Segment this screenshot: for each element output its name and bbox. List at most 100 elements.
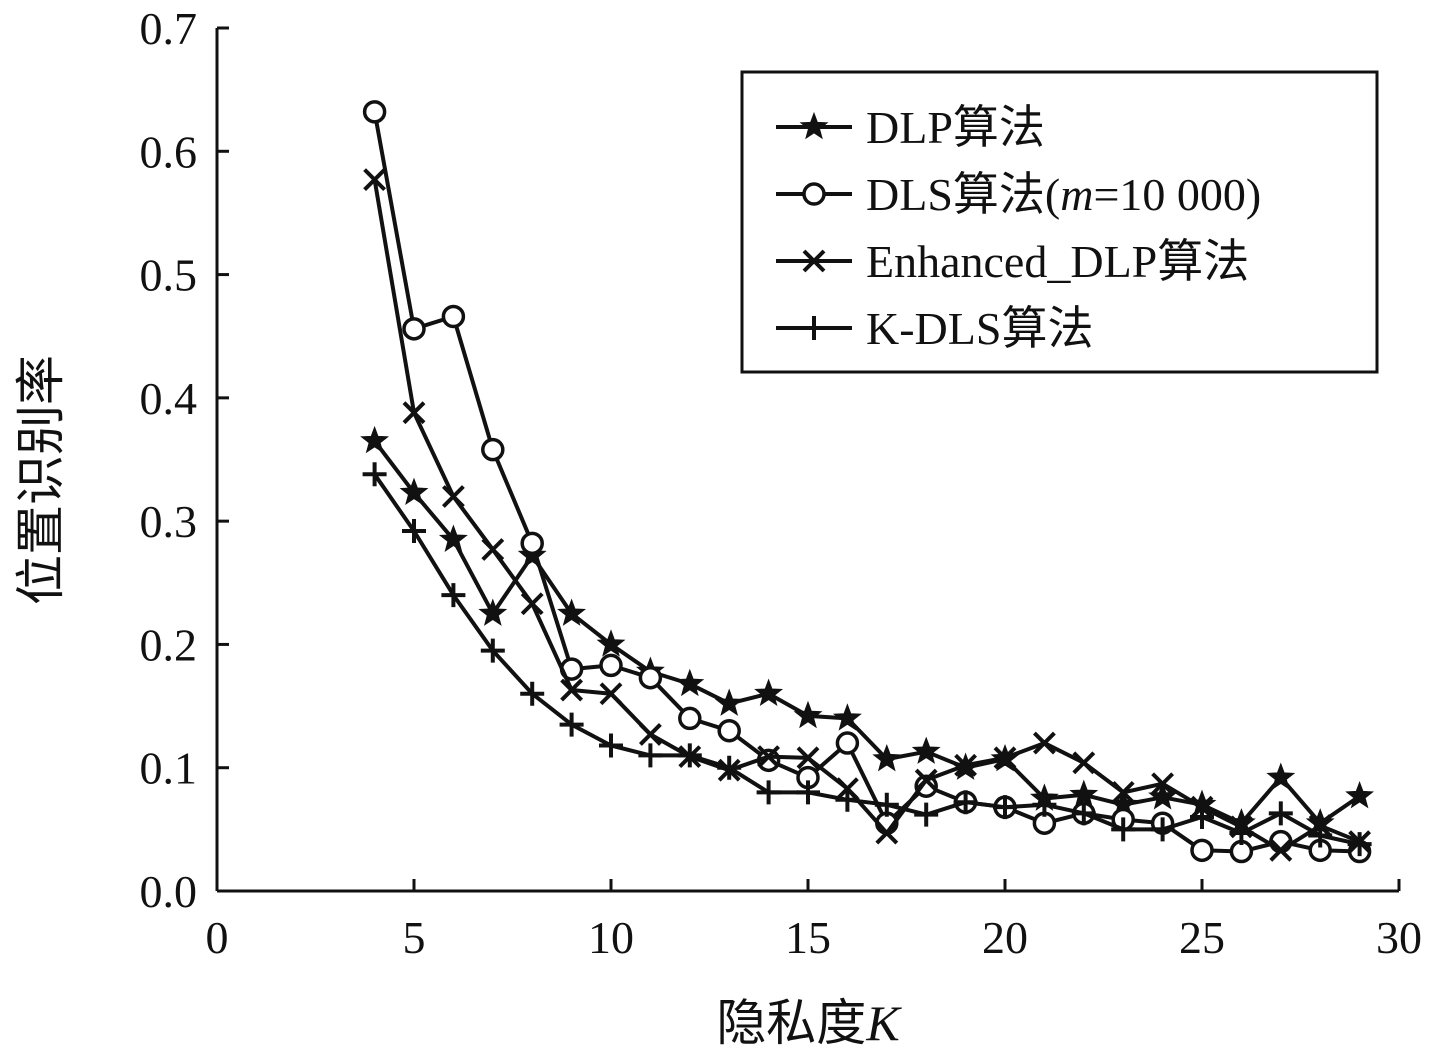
data-point-star bbox=[793, 700, 823, 729]
data-point-plus bbox=[1071, 801, 1096, 826]
data-point-star bbox=[872, 743, 902, 772]
data-point-star bbox=[911, 736, 941, 764]
data-point-circle bbox=[638, 665, 663, 690]
x-tick-label: 15 bbox=[785, 912, 831, 963]
data-point-circle bbox=[835, 731, 860, 755]
series-layer bbox=[360, 100, 1375, 864]
x-tick-label: 20 bbox=[982, 912, 1028, 963]
data-point-circle bbox=[1190, 838, 1214, 863]
data-point-plus bbox=[1111, 817, 1136, 842]
legend-box bbox=[740, 70, 1379, 374]
data-point-x bbox=[1111, 780, 1135, 804]
x-tick-label: 30 bbox=[1376, 912, 1422, 963]
data-point-x bbox=[1032, 731, 1056, 755]
data-point-plus bbox=[402, 519, 426, 544]
data-point-plus bbox=[441, 583, 466, 608]
data-point-star bbox=[714, 688, 744, 716]
data-point-star bbox=[438, 524, 468, 552]
data-point-x bbox=[1269, 838, 1293, 862]
y-tick-label: 0.3 bbox=[140, 496, 198, 547]
legend-marker-plus bbox=[802, 316, 826, 340]
series-line bbox=[373, 439, 1361, 826]
data-point-x bbox=[954, 753, 978, 777]
data-point-x bbox=[638, 723, 662, 746]
x-tick-label: 10 bbox=[588, 912, 634, 963]
y-tick-label: 0.4 bbox=[140, 373, 198, 424]
data-point-plus bbox=[993, 795, 1017, 820]
series-0 bbox=[360, 425, 1375, 836]
data-point-circle bbox=[717, 718, 741, 743]
data-point-plus bbox=[599, 733, 623, 758]
data-point-star bbox=[596, 629, 626, 657]
data-point-plus bbox=[677, 743, 702, 768]
data-point-plus bbox=[796, 780, 820, 805]
legend-marker-x bbox=[802, 249, 826, 273]
data-point-plus bbox=[1229, 821, 1254, 846]
series-line bbox=[372, 473, 1361, 847]
data-point-circle bbox=[914, 774, 938, 798]
data-point-plus bbox=[1308, 823, 1333, 848]
data-point-plus bbox=[953, 790, 978, 815]
data-point-plus bbox=[874, 792, 899, 817]
data-point-x bbox=[875, 821, 899, 845]
data-point-x bbox=[599, 682, 623, 706]
legend: DLP算法 DLS算法(m=10 000) Enhanced_DLP算法 K-D… bbox=[740, 70, 1379, 374]
data-point-plus bbox=[638, 743, 663, 768]
data-point-x bbox=[914, 768, 938, 792]
y-tick-label: 0.2 bbox=[140, 619, 198, 670]
data-point-plus bbox=[717, 755, 742, 780]
y-axis-title: 位置识别率 bbox=[13, 355, 69, 605]
data-point-x bbox=[993, 746, 1017, 770]
data-point-plus bbox=[520, 681, 545, 706]
data-point-circle bbox=[402, 317, 426, 341]
legend-label-k-dls: K-DLS算法 bbox=[866, 303, 1093, 354]
y-tick-label: 0.6 bbox=[140, 126, 198, 177]
data-point-star bbox=[1345, 780, 1375, 809]
legend-label-enhanced-dlp: Enhanced_DLP算法 bbox=[866, 236, 1249, 287]
y-tick-label: 0.7 bbox=[140, 3, 198, 54]
data-point-star bbox=[832, 703, 862, 731]
data-point-circle bbox=[441, 304, 466, 329]
data-point-x bbox=[796, 746, 820, 770]
data-point-x bbox=[757, 745, 781, 769]
data-point-plus bbox=[480, 638, 505, 663]
data-point-circle bbox=[599, 653, 623, 678]
x-tick-label: 25 bbox=[1179, 912, 1225, 963]
data-point-plus bbox=[756, 780, 781, 805]
legend-label-dls: DLS算法(m=10 000) bbox=[866, 169, 1261, 220]
x-tick-label: 5 bbox=[403, 912, 426, 963]
series-3 bbox=[362, 462, 1372, 857]
data-point-x bbox=[560, 678, 584, 702]
data-point-star bbox=[478, 598, 508, 626]
data-point-plus bbox=[914, 802, 939, 827]
data-point-x bbox=[1072, 751, 1096, 775]
data-point-x bbox=[441, 485, 465, 508]
legend-label-dlp: DLP算法 bbox=[866, 102, 1045, 153]
data-point-circle bbox=[362, 100, 387, 124]
data-point-plus bbox=[1347, 832, 1372, 857]
data-point-star bbox=[754, 678, 784, 707]
y-tick-label: 0.1 bbox=[140, 743, 198, 794]
x-tick-label: 0 bbox=[206, 912, 229, 963]
data-point-star bbox=[399, 477, 429, 506]
data-point-x bbox=[481, 538, 505, 561]
data-point-plus bbox=[835, 787, 860, 812]
y-tick-label: 0.5 bbox=[140, 250, 198, 301]
data-point-star bbox=[1069, 779, 1099, 808]
data-point-x bbox=[1151, 772, 1175, 796]
data-point-star bbox=[360, 425, 390, 454]
data-point-star bbox=[557, 598, 587, 626]
ticks: 0 5 10 15 20 25 30 0.0 0.1 0.2 0.3 0.4 0.5 0.6 0.7 bbox=[140, 3, 1423, 963]
data-point-plus bbox=[1190, 805, 1214, 830]
data-point-plus bbox=[1268, 801, 1293, 826]
y-tick-label: 0.0 bbox=[140, 866, 198, 917]
data-point-plus bbox=[1150, 817, 1175, 842]
data-point-plus bbox=[1032, 792, 1057, 817]
data-point-circle bbox=[520, 531, 544, 556]
data-point-circle bbox=[481, 437, 505, 462]
data-point-x bbox=[363, 168, 387, 192]
data-point-plus bbox=[362, 462, 387, 487]
data-point-x bbox=[402, 401, 426, 425]
data-point-star bbox=[1266, 762, 1296, 790]
